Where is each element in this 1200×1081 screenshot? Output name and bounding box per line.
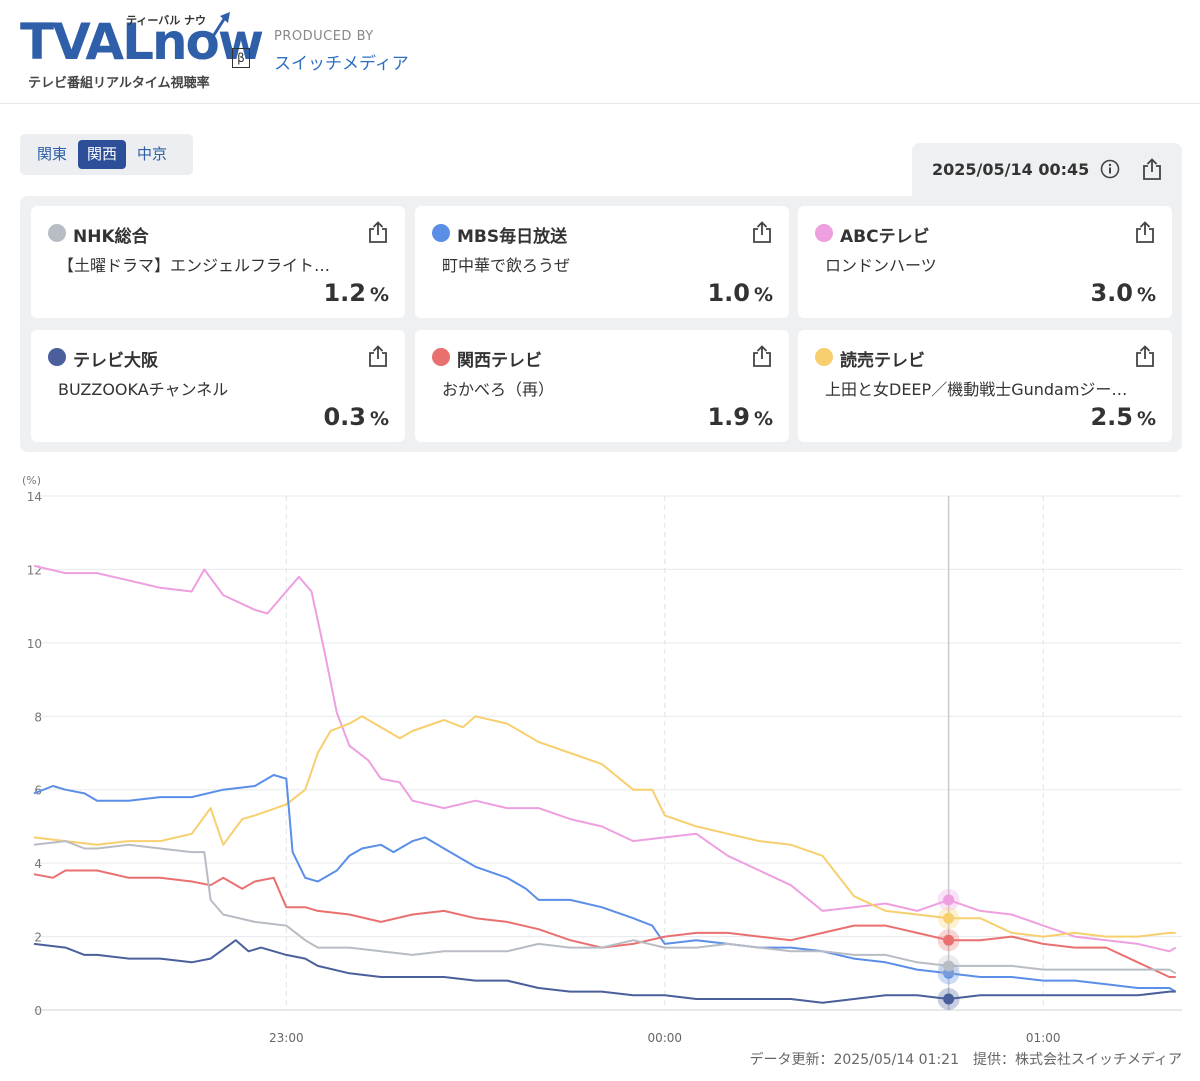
rating-unit: % [1136, 408, 1156, 430]
share-icon[interactable] [1141, 157, 1163, 181]
channel-panel: NHK総合 【土曜ドラマ】エンジェルフライト… 1.2% MBS毎日放送 町中華… [20, 196, 1182, 452]
rating-value: 3.0% [1090, 279, 1156, 307]
program-title: ロンドンハーツ [825, 256, 937, 275]
region-tabs: 関東 関西 中京 [20, 134, 193, 175]
producer-link[interactable]: スイッチメディア [274, 54, 409, 74]
tab-kanto[interactable]: 関東 [37, 145, 68, 163]
series-line [33, 939, 1176, 1004]
rating-value: 1.9% [707, 403, 773, 431]
rating-number: 3.0 [1090, 279, 1133, 307]
current-datetime: 2025/05/14 00:45 [932, 160, 1090, 179]
program-title: BUZZOOKAチャンネル [58, 380, 229, 399]
rating-value: 0.3% [323, 403, 389, 431]
channel-name: 関西テレビ [457, 351, 542, 371]
channel-card-abc[interactable]: ABCテレビ ロンドンハーツ 3.0% [798, 206, 1172, 318]
y-tick-label: 2 [34, 931, 42, 945]
y-tick-label: 8 [34, 710, 42, 724]
cursor-marker [943, 960, 955, 972]
channel-card-mbs[interactable]: MBS毎日放送 町中華で飲ろうぜ 1.0% [415, 206, 789, 318]
y-axis-label: (%) [22, 474, 41, 487]
logo-beta: β [232, 48, 250, 68]
channel-card-tvo[interactable]: テレビ大阪 BUZZOOKAチャンネル 0.3% [31, 330, 405, 442]
tab-kansai[interactable]: 関西 [78, 140, 127, 169]
rating-unit: % [753, 408, 773, 430]
y-tick-label: 0 [34, 1004, 42, 1018]
produced-by-label: PRODUCED BY [274, 29, 374, 44]
channel-card-ktv[interactable]: 関西テレビ おかべろ（再） 1.9% [415, 330, 789, 442]
info-icon[interactable] [1100, 159, 1120, 179]
series-line [33, 564, 1177, 953]
channel-color-dot [432, 348, 450, 366]
share-icon[interactable] [751, 344, 773, 368]
share-icon[interactable] [751, 220, 773, 244]
rating-unit: % [753, 284, 773, 306]
x-tick-label: 00:00 [647, 1031, 682, 1045]
program-title: 【土曜ドラマ】エンジェルフライト… [58, 256, 331, 275]
program-title: おかべろ（再） [442, 380, 555, 399]
rating-value: 1.0% [707, 279, 773, 307]
logo-ruby: ティーバル ナウ [126, 14, 207, 27]
rating-unit: % [369, 284, 389, 306]
share-icon[interactable] [367, 220, 389, 244]
series-line [33, 869, 1176, 978]
channel-name: ABCテレビ [840, 227, 930, 247]
header: TVALnow ティーバル ナウ β テレビ番組リアルタイム視聴率 PRODUC… [0, 0, 1200, 104]
cursor-marker [943, 912, 955, 924]
channel-color-dot [815, 224, 833, 242]
rating-unit: % [369, 408, 389, 430]
channel-card-ytv[interactable]: 読売テレビ 上田と女DEEP／機動戦士Gundamジー… 2.5% [798, 330, 1172, 442]
channel-name: MBS毎日放送 [457, 227, 568, 247]
cursor-marker [943, 934, 955, 946]
rating-number: 0.3 [323, 403, 366, 431]
y-tick-label: 10 [27, 637, 42, 651]
rating-number: 1.0 [707, 279, 750, 307]
rating-value: 1.2% [323, 279, 389, 307]
x-tick-label: 23:00 [269, 1031, 304, 1045]
rating-number: 2.5 [1090, 403, 1133, 431]
program-title: 町中華で飲ろうぜ [442, 256, 571, 275]
channel-name: 読売テレビ [840, 351, 925, 371]
series-line [33, 840, 1177, 975]
channel-name: テレビ大阪 [73, 351, 158, 371]
y-tick-label: 4 [34, 857, 42, 871]
channel-color-dot [815, 348, 833, 366]
share-icon[interactable] [367, 344, 389, 368]
rating-number: 1.2 [323, 279, 366, 307]
y-tick-label: 14 [27, 490, 42, 504]
channel-name: NHK総合 [73, 227, 149, 247]
series-line [33, 715, 1176, 938]
share-icon[interactable] [1134, 220, 1156, 244]
rating-value: 2.5% [1090, 403, 1156, 431]
logo-subtitle: テレビ番組リアルタイム視聴率 [28, 76, 210, 91]
rating-unit: % [1136, 284, 1156, 306]
logo-arrow-icon [210, 12, 230, 39]
channel-color-dot [432, 224, 450, 242]
datetime-tab: 2025/05/14 00:45 [912, 143, 1182, 196]
data-update-footer: データ更新：2025/05/14 01:21 提供：株式会社スイッチメディア [749, 1052, 1182, 1068]
tab-chukyo[interactable]: 中京 [137, 145, 168, 163]
channel-color-dot [48, 224, 66, 242]
cursor-marker [943, 894, 955, 906]
channel-card-nhk[interactable]: NHK総合 【土曜ドラマ】エンジェルフライト… 1.2% [31, 206, 405, 318]
x-tick-label: 01:00 [1026, 1031, 1061, 1045]
channel-color-dot [48, 348, 66, 366]
program-title: 上田と女DEEP／機動戦士Gundamジー… [825, 380, 1128, 399]
cursor-marker [943, 993, 955, 1005]
logo-wordmark: TVALnow [20, 13, 264, 71]
share-icon[interactable] [1134, 344, 1156, 368]
tvalnow-logo[interactable]: TVALnow ティーバル ナウ β テレビ番組リアルタイム視聴率 [20, 10, 264, 92]
rating-number: 1.9 [707, 403, 750, 431]
